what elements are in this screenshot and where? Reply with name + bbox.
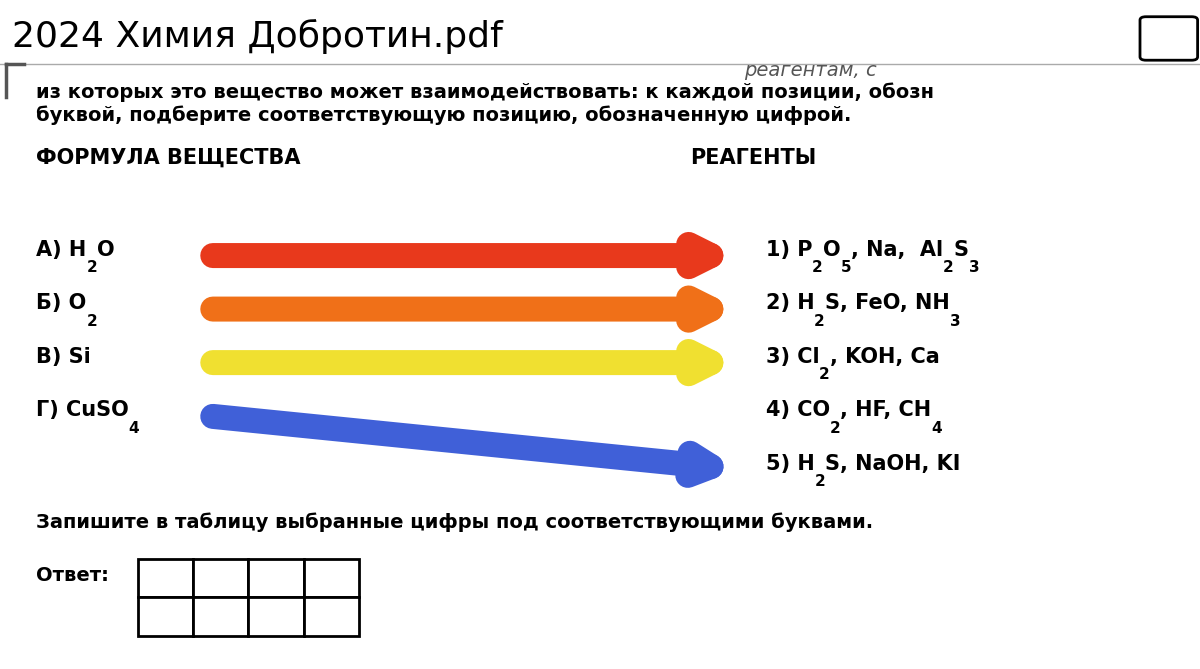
FancyBboxPatch shape: [1140, 17, 1198, 60]
Text: Запишите в таблицу выбранные цифры под соответствующими буквами.: Запишите в таблицу выбранные цифры под с…: [36, 512, 874, 532]
Text: 5) H: 5) H: [766, 454, 815, 474]
Text: реагентам, с: реагентам, с: [744, 61, 877, 80]
Text: 2: 2: [812, 260, 823, 275]
Bar: [248, 559, 304, 597]
Bar: [304, 597, 359, 636]
Bar: [193, 597, 248, 636]
Text: 2: 2: [943, 260, 954, 275]
Text: 5: 5: [840, 260, 851, 275]
Text: 4) CO: 4) CO: [766, 400, 829, 420]
Bar: [138, 597, 193, 636]
Text: В) Si: В) Si: [36, 347, 91, 367]
Text: 2024 Химия Добротин.pdf: 2024 Химия Добротин.pdf: [12, 19, 503, 54]
Text: 4: 4: [128, 421, 139, 436]
Text: 2: 2: [815, 474, 826, 489]
Text: А: А: [158, 569, 173, 587]
Text: из которых это вещество может взаимодействовать: к каждой позиции, обозн: из которых это вещество может взаимодейс…: [36, 82, 934, 102]
Text: 3: 3: [968, 260, 979, 275]
Text: 1) P: 1) P: [766, 240, 812, 260]
Text: Ответ:: Ответ:: [36, 566, 109, 585]
Text: Б) O: Б) O: [36, 293, 86, 313]
Bar: [304, 559, 359, 597]
Text: 2: 2: [86, 260, 97, 275]
Text: 2: 2: [829, 421, 840, 436]
Bar: [193, 559, 248, 597]
Text: 4: 4: [931, 421, 942, 436]
Text: 2) H: 2) H: [766, 293, 815, 313]
Text: 2: 2: [86, 314, 97, 328]
Text: буквой, подберите соответствующую позицию, обозначенную цифрой.: буквой, подберите соответствующую позици…: [36, 105, 851, 125]
Text: 🔍: 🔍: [1162, 29, 1176, 48]
Text: РЕАГЕНТЫ: РЕАГЕНТЫ: [690, 148, 816, 168]
Text: Б: Б: [214, 569, 228, 587]
Text: , KOH, Ca: , KOH, Ca: [830, 347, 940, 367]
Text: S, NaOH, KI: S, NaOH, KI: [826, 454, 960, 474]
Text: O: O: [97, 240, 115, 260]
Text: 2: 2: [820, 367, 830, 382]
Text: , HF, CH: , HF, CH: [840, 400, 931, 420]
Bar: [138, 559, 193, 597]
Text: В: В: [269, 569, 283, 587]
Text: ФОРМУЛА ВЕЩЕСТВА: ФОРМУЛА ВЕЩЕСТВА: [36, 148, 300, 168]
Text: O: O: [823, 240, 840, 260]
Text: , Na,  Al: , Na, Al: [851, 240, 943, 260]
Text: 2: 2: [815, 314, 824, 328]
Bar: [248, 597, 304, 636]
Text: Г: Г: [325, 569, 337, 587]
Text: 3: 3: [949, 314, 960, 328]
Text: Г) CuSO: Г) CuSO: [36, 400, 128, 420]
Text: S: S: [954, 240, 968, 260]
Text: А) H: А) H: [36, 240, 86, 260]
Text: S, FeO, NH: S, FeO, NH: [824, 293, 949, 313]
Text: 3) Cl: 3) Cl: [766, 347, 820, 367]
